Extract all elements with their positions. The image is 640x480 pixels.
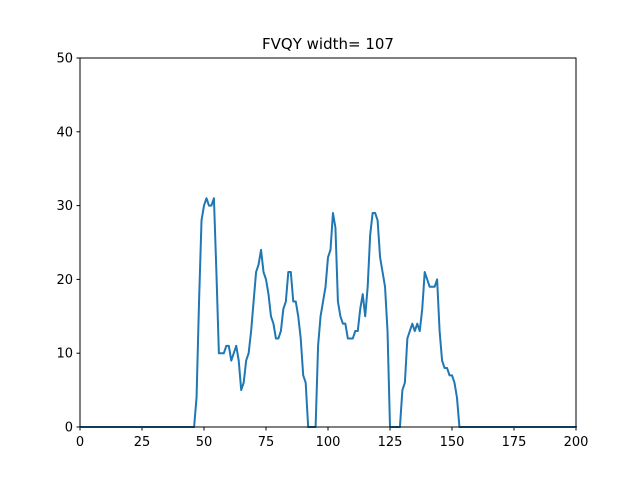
x-tick-label: 125 <box>378 435 403 450</box>
plot-frame <box>79 57 577 428</box>
x-tick-label: 200 <box>564 435 589 450</box>
x-tick-label: 100 <box>316 435 341 450</box>
x-tick-label: 150 <box>440 435 465 450</box>
x-tick-label: 75 <box>258 435 275 450</box>
y-tick-label: 0 <box>65 421 73 436</box>
y-tick-label: 30 <box>56 199 73 214</box>
y-tick-label: 50 <box>56 52 73 67</box>
x-tick-label: 25 <box>134 435 151 450</box>
chart-title: FVQY width= 107 <box>262 35 394 53</box>
plot-area <box>80 58 576 427</box>
y-tick-label: 10 <box>56 347 73 362</box>
x-tick-label: 50 <box>196 435 213 450</box>
y-axis: 0 10 20 30 40 50 <box>56 52 80 436</box>
x-axis: 0 25 50 75 100 125 150 175 200 <box>76 427 589 450</box>
x-tick-label: 0 <box>76 435 84 450</box>
y-tick-label: 20 <box>56 273 73 288</box>
x-tick-label: 175 <box>502 435 527 450</box>
y-tick-label: 40 <box>56 125 73 140</box>
